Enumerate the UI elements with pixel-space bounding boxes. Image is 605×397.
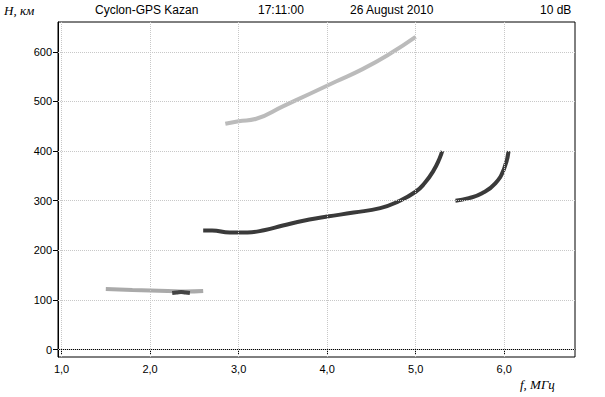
svg-text:200: 200	[34, 244, 52, 256]
svg-text:300: 300	[34, 195, 52, 207]
svg-text:600: 600	[34, 46, 52, 58]
svg-text:2,0: 2,0	[142, 363, 157, 375]
svg-text:17:11:00: 17:11:00	[258, 3, 304, 17]
svg-text:5,0: 5,0	[408, 363, 423, 375]
svg-text:26 August 2010: 26 August 2010	[350, 3, 434, 17]
svg-text:10 dB: 10 dB	[540, 3, 571, 17]
svg-text:500: 500	[34, 95, 52, 107]
svg-text:0: 0	[46, 344, 52, 356]
svg-text:H, км: H, км	[3, 3, 34, 18]
svg-text:f, МГц: f, МГц	[520, 377, 555, 392]
svg-text:Cyclon-GPS Kazan: Cyclon-GPS Kazan	[95, 3, 198, 17]
svg-text:4,0: 4,0	[319, 363, 334, 375]
svg-text:6,0: 6,0	[497, 363, 512, 375]
svg-text:3,0: 3,0	[231, 363, 246, 375]
svg-text:100: 100	[34, 294, 52, 306]
svg-text:1,0: 1,0	[54, 363, 69, 375]
svg-text:400: 400	[34, 145, 52, 157]
